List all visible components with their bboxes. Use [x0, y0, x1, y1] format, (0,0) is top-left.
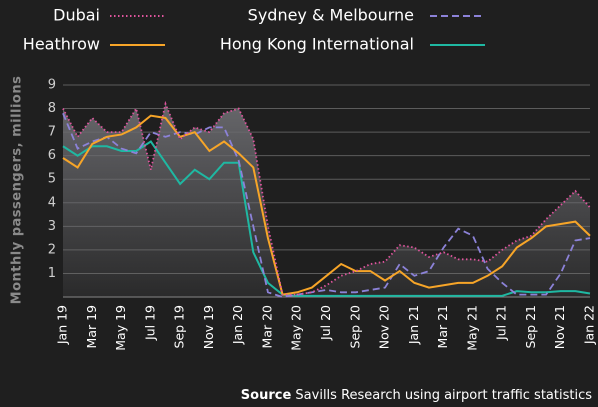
source-label: Source	[241, 388, 292, 403]
x-tick-label: May 19	[113, 305, 128, 351]
y-tick-label: 5	[48, 172, 56, 187]
x-tick-label: Jul 21	[494, 305, 509, 341]
x-tick-label: Jul 20	[318, 305, 333, 341]
area	[63, 103, 590, 297]
source-text: Savills Research using airport traffic s…	[295, 388, 592, 403]
y-tick-label: 3	[48, 219, 56, 234]
x-tick-label: Mar 19	[84, 305, 99, 349]
y-tick-label: 1	[48, 266, 56, 281]
x-tick-label: Jan 21	[406, 305, 421, 345]
y-tick-label: 2	[48, 242, 56, 257]
source: Source Savills Research using airport tr…	[241, 388, 592, 403]
legend-label: Dubai	[53, 6, 100, 25]
x-tick-label: Jul 19	[142, 305, 157, 341]
y-tick-label: 8	[48, 101, 56, 116]
x-tick-label: Sep 19	[172, 305, 187, 348]
y-tick-label: 9	[48, 78, 56, 93]
x-tick-label: Nov 21	[552, 305, 567, 349]
x-tick-label: Sep 21	[523, 305, 538, 348]
legend-label: Heathrow	[23, 35, 100, 54]
x-tick-label: May 20	[289, 305, 304, 351]
line	[62, 112, 591, 298]
x-tick-label: Jan 20	[230, 305, 245, 345]
y-axis-title: Monthly passengers, millions	[10, 76, 25, 305]
x-tick-label: May 21	[464, 305, 479, 351]
line	[62, 100, 591, 296]
line	[62, 114, 591, 296]
line	[62, 140, 591, 297]
x-tick-label: Mar 21	[435, 305, 450, 348]
y-tick-label: 7	[48, 125, 56, 140]
legend-label: Sydney & Melbourne	[248, 6, 414, 25]
x-tick-label: Jan 22	[582, 305, 597, 345]
x-tick-label: Nov 19	[201, 305, 216, 349]
x-tick-label: Nov 20	[377, 305, 392, 349]
legend-label: Hong Kong International	[220, 35, 414, 54]
x-tick-label: Mar 20	[259, 305, 274, 349]
y-tick-label: 6	[48, 148, 56, 163]
y-tick-label: 4	[48, 195, 56, 210]
x-tick-label: Sep 20	[347, 305, 362, 348]
x-tick-label: Jan 19	[55, 305, 70, 345]
